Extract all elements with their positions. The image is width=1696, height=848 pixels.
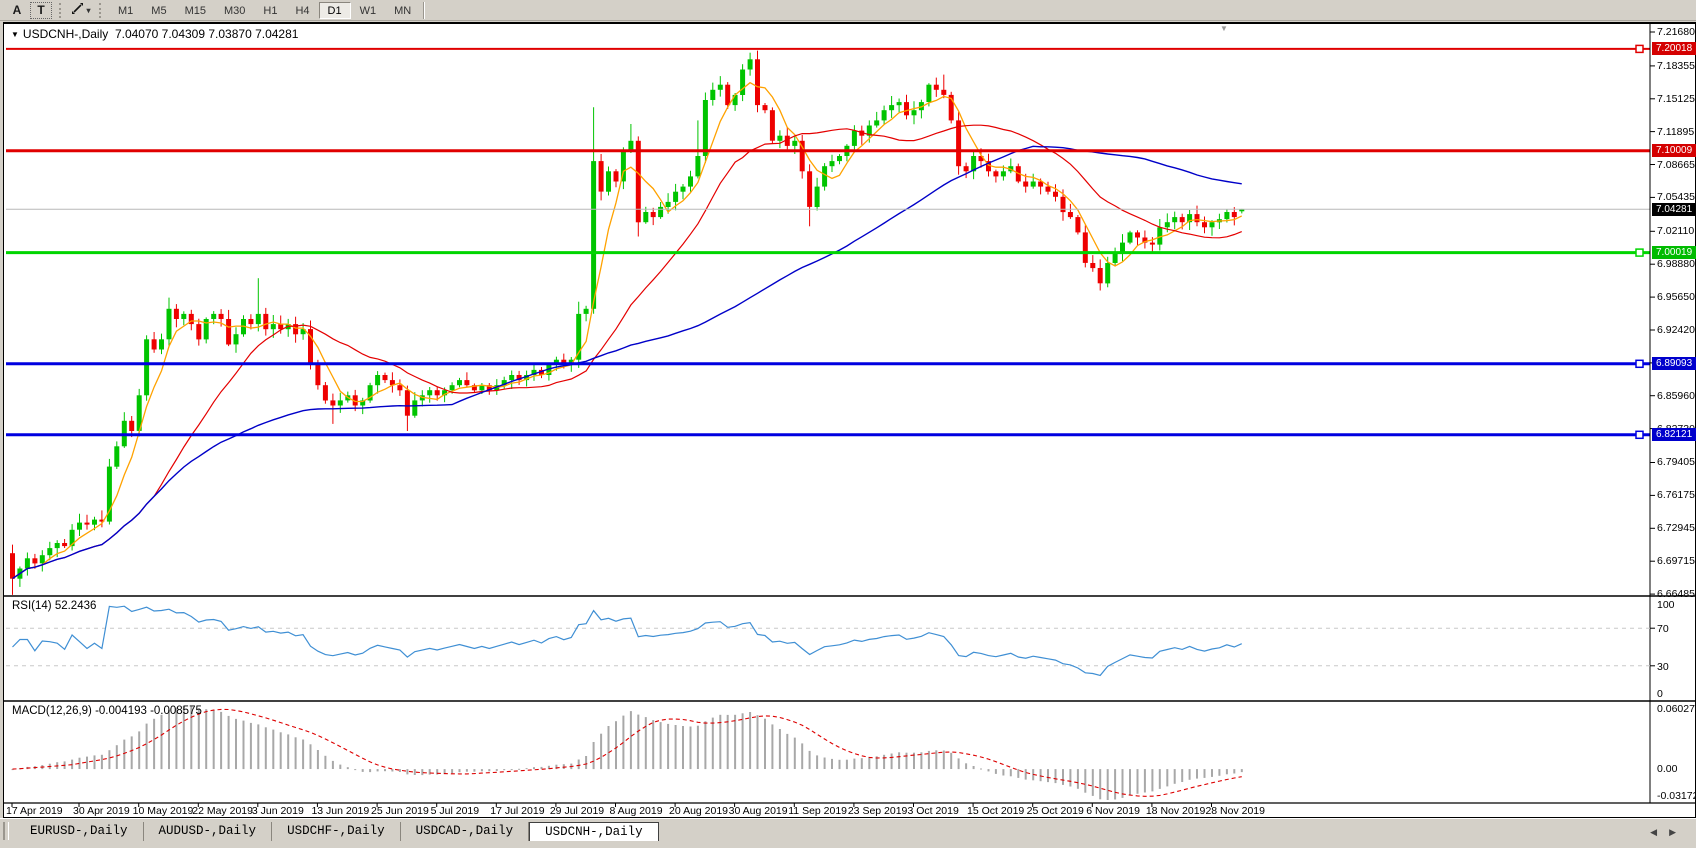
time-axis-ticks [11, 803, 1212, 807]
symbol-tab-eurusd[interactable]: EURUSD-,Daily [15, 822, 144, 841]
symbol-tab-audusd[interactable]: AUDUSD-,Daily [144, 822, 273, 841]
pane-dividers [4, 24, 1695, 804]
symbol-tab-usdcnh[interactable]: USDCNH-,Daily [529, 822, 659, 841]
macd-label: MACD(12,26,9) -0.004193 -0.008575 [12, 705, 202, 717]
level-line-7.20018[interactable] [6, 44, 1650, 54]
tab-scroll-right-icon[interactable]: ▶ [1669, 827, 1676, 837]
chart-canvas[interactable] [4, 24, 1695, 816]
chart-shift-marker[interactable]: ▼ [1220, 24, 1228, 33]
tab-host: EURUSD-,Daily AUDUSD-,Daily USDCHF-,Daily U… [15, 822, 659, 841]
symbol-tab-usdchf[interactable]: USDCHF-,Daily [272, 822, 401, 841]
tab-scroll-left-icon[interactable]: ◀ [1650, 827, 1658, 837]
toolbar-grip[interactable] [59, 2, 63, 18]
rsi-label: RSI(14) 52.2436 [12, 600, 97, 612]
chart-svg[interactable] [4, 24, 1695, 818]
top-toolbar: A T ▾ M1 M5 M15 M30 H1 H4 D1 W1 MN [0, 0, 1696, 21]
price-axis[interactable] [1651, 24, 1696, 803]
timeframe-button-w1[interactable]: W1 [359, 4, 377, 17]
tabbar-grip[interactable] [3, 822, 9, 840]
ma-mid-line [12, 124, 1242, 580]
macd-signal-line [12, 708, 1242, 797]
timeframe-group: M1 M5 M15 M30 H1 H4 D1 W1 MN [109, 1, 420, 19]
timeframe-button-mn[interactable]: MN [394, 4, 412, 17]
toolbar-separator [423, 1, 425, 19]
symbol-name: USDCNH-,Daily [22, 27, 109, 41]
time-axis[interactable] [4, 803, 1650, 819]
timeframe-button-m30[interactable]: M30 [223, 4, 246, 17]
text-tool-button[interactable]: A [12, 3, 22, 17]
timeframe-button-m1[interactable]: M1 [118, 4, 134, 17]
timeframe-button-h4[interactable]: H4 [295, 4, 310, 17]
dropdown-caret-icon: ▾ [86, 5, 91, 15]
timeframe-button-d1[interactable]: D1 [318, 1, 351, 19]
timeframe-button-h1[interactable]: H1 [263, 4, 278, 17]
symbol-tab-bar: EURUSD-,Daily AUDUSD-,Daily USDCHF-,Daily U… [0, 818, 1696, 848]
symbol-dropdown-icon[interactable]: ▼ [11, 30, 19, 39]
chart-title: ▼ USDCNH-,Daily 7.04070 7.04309 7.03870 7… [11, 27, 298, 41]
symbol-tab-usdcad[interactable]: USDCAD-,Daily [401, 822, 530, 841]
candles [10, 50, 1245, 595]
timeframe-button-m5[interactable]: M5 [151, 4, 167, 17]
ohlc-values: 7.04070 7.04309 7.03870 7.04281 [114, 27, 299, 41]
level-line-7.00019[interactable] [6, 248, 1650, 257]
cursor-tool-button[interactable]: ▾ [70, 2, 92, 19]
label-tool-button[interactable]: T [30, 1, 52, 19]
level-line-6.82121[interactable] [6, 430, 1650, 440]
rsi-pane [6, 605, 1655, 677]
toolbar-grip[interactable] [99, 2, 103, 18]
timeframe-button-m15[interactable]: M15 [184, 4, 206, 17]
diagonal-arrows-icon [71, 2, 84, 18]
ma-fast-line [12, 81, 1243, 580]
ma-slow-line [12, 145, 1242, 580]
macd-histogram [11, 706, 1243, 800]
level-line-6.89093[interactable] [6, 359, 1650, 369]
chart-window: 7.21680 7.18355 7.15125 7.11895 7.08665 7.054… [3, 22, 1696, 818]
